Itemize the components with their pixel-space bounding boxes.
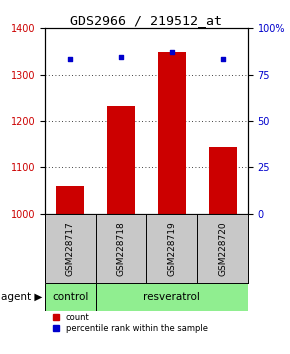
Text: agent ▶: agent ▶ bbox=[1, 292, 42, 302]
Point bbox=[169, 50, 174, 55]
Text: resveratrol: resveratrol bbox=[143, 292, 200, 302]
Point bbox=[68, 56, 72, 62]
Text: GSM228717: GSM228717 bbox=[66, 221, 75, 276]
Bar bbox=[96, 284, 248, 310]
Point bbox=[119, 54, 124, 60]
Text: control: control bbox=[52, 292, 88, 302]
Bar bbox=[107, 106, 135, 214]
Legend: count, percentile rank within the sample: count, percentile rank within the sample bbox=[53, 313, 208, 333]
Point bbox=[220, 56, 225, 62]
Text: GSM228718: GSM228718 bbox=[117, 221, 126, 276]
Title: GDS2966 / 219512_at: GDS2966 / 219512_at bbox=[70, 14, 222, 27]
Text: GSM228720: GSM228720 bbox=[218, 221, 227, 276]
Bar bbox=[209, 147, 237, 214]
Bar bbox=[45, 284, 96, 310]
Bar bbox=[56, 186, 84, 214]
Text: GSM228719: GSM228719 bbox=[167, 221, 176, 276]
Bar bbox=[158, 52, 186, 214]
